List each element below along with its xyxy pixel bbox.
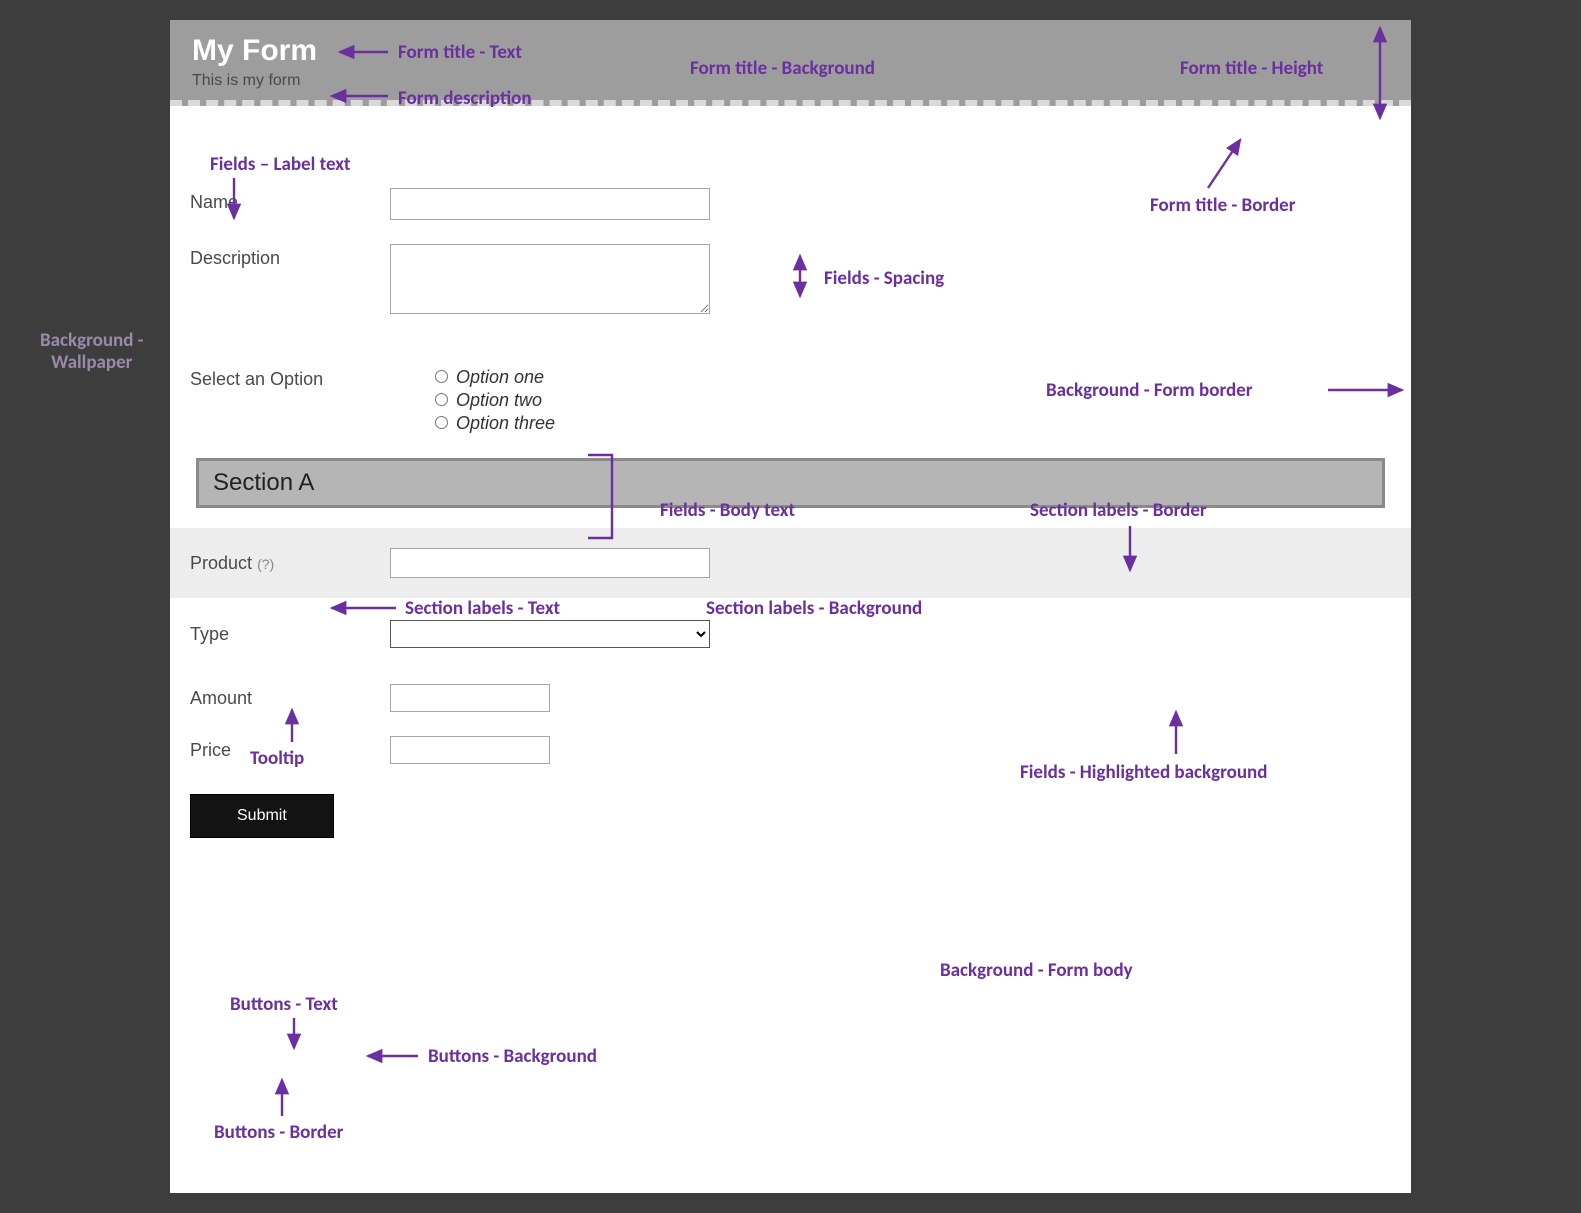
type-label: Type — [190, 620, 390, 645]
ann-title-text: Form title - Text — [398, 42, 522, 64]
ann-btn-text: Buttons - Text — [230, 994, 338, 1016]
ann-body-text: Fields - Body text — [660, 500, 795, 522]
field-row-description: Description — [190, 232, 1391, 331]
ann-section-bg: Section labels - Background — [706, 598, 922, 620]
price-input[interactable] — [390, 736, 550, 764]
field-row-amount: Amount — [190, 672, 1391, 724]
ann-highlight: Fields - Highlighted background — [1020, 762, 1267, 784]
ann-form-body: Background - Form body — [940, 960, 1133, 982]
ann-wallpaper: Background - Wallpaper — [40, 330, 144, 374]
ann-btn-bg: Buttons - Background — [428, 1046, 597, 1068]
ann-title-border: Form title - Border — [1150, 195, 1295, 217]
field-row-product: Product (?) — [170, 528, 1411, 598]
ann-section-text: Section labels - Text — [405, 598, 560, 620]
ann-title-height: Form title - Height — [1180, 58, 1323, 80]
ann-form-desc: Form description — [398, 88, 532, 110]
ann-title-bg: Form title - Background — [690, 58, 875, 80]
ann-section-border: Section labels - Border — [1030, 500, 1207, 522]
option-3[interactable]: Option three — [430, 413, 1391, 434]
product-input[interactable] — [390, 548, 710, 578]
name-label: Name — [190, 188, 390, 213]
ann-btn-border: Buttons - Border — [214, 1122, 343, 1144]
ann-spacing: Fields - Spacing — [824, 268, 944, 290]
form-body: Name Description Select an Option Option… — [170, 106, 1411, 948]
type-select[interactable] — [390, 620, 710, 648]
ann-tooltip: Tooltip — [250, 748, 304, 770]
description-textarea[interactable] — [390, 244, 710, 314]
submit-button[interactable]: Submit — [190, 794, 334, 838]
ann-form-border: Background - Form border — [1046, 380, 1253, 402]
tooltip-icon[interactable]: (?) — [257, 556, 274, 572]
ann-label-text: Fields – Label text — [210, 154, 351, 176]
name-input[interactable] — [390, 188, 710, 220]
product-label: Product (?) — [190, 553, 390, 574]
options-label: Select an Option — [190, 365, 430, 390]
amount-input[interactable] — [390, 684, 550, 712]
amount-label: Amount — [190, 684, 390, 709]
description-label: Description — [190, 244, 390, 269]
